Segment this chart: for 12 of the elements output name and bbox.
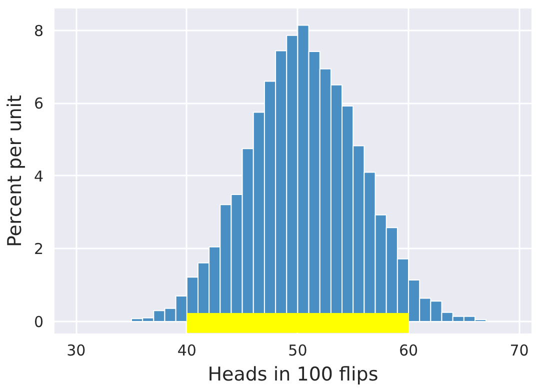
y-tick-label: 6 [34, 94, 44, 113]
x-tick-label: 70 [510, 342, 529, 360]
y-tick-label: 0 [34, 312, 44, 331]
x-tick-label: 60 [398, 342, 418, 360]
y-tick-label: 4 [34, 167, 44, 186]
x-tick-label: 30 [66, 342, 86, 360]
y-tick-label: 2 [34, 240, 44, 258]
y-tick-label: 8 [34, 22, 44, 40]
x-axis-title: Heads in 100 flips [208, 364, 378, 386]
x-tick-label: 40 [177, 342, 196, 360]
x-tick-label: 50 [288, 342, 308, 360]
y-axis-title: Percent per unit [4, 95, 26, 247]
